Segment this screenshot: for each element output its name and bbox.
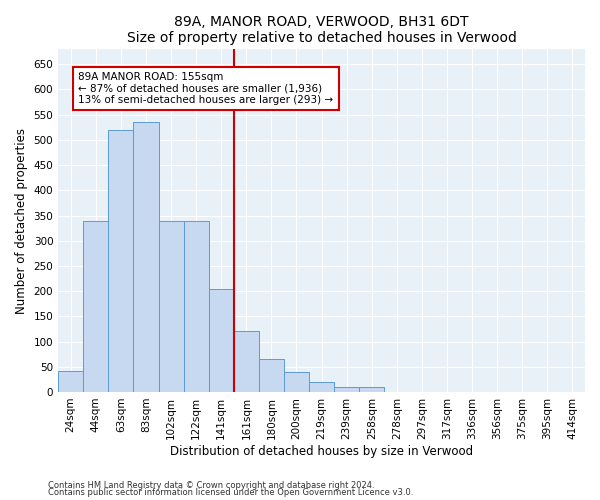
Title: 89A, MANOR ROAD, VERWOOD, BH31 6DT
Size of property relative to detached houses : 89A, MANOR ROAD, VERWOOD, BH31 6DT Size … [127, 15, 517, 45]
Bar [259, 359, 284, 392]
Bar [309, 382, 334, 392]
Text: Contains HM Land Registry data © Crown copyright and database right 2024.: Contains HM Land Registry data © Crown c… [48, 480, 374, 490]
Bar [133, 122, 158, 392]
Bar [58, 371, 83, 392]
Text: 89A MANOR ROAD: 155sqm
← 87% of detached houses are smaller (1,936)
13% of semi-: 89A MANOR ROAD: 155sqm ← 87% of detached… [78, 72, 334, 105]
Bar [234, 332, 259, 392]
Bar [359, 387, 385, 392]
Bar [184, 220, 209, 392]
Bar [284, 372, 309, 392]
Y-axis label: Number of detached properties: Number of detached properties [15, 128, 28, 314]
Bar [334, 387, 359, 392]
Text: Contains public sector information licensed under the Open Government Licence v3: Contains public sector information licen… [48, 488, 413, 497]
X-axis label: Distribution of detached houses by size in Verwood: Distribution of detached houses by size … [170, 444, 473, 458]
Bar [209, 288, 234, 392]
Bar [158, 220, 184, 392]
Bar [83, 220, 109, 392]
Bar [109, 130, 133, 392]
